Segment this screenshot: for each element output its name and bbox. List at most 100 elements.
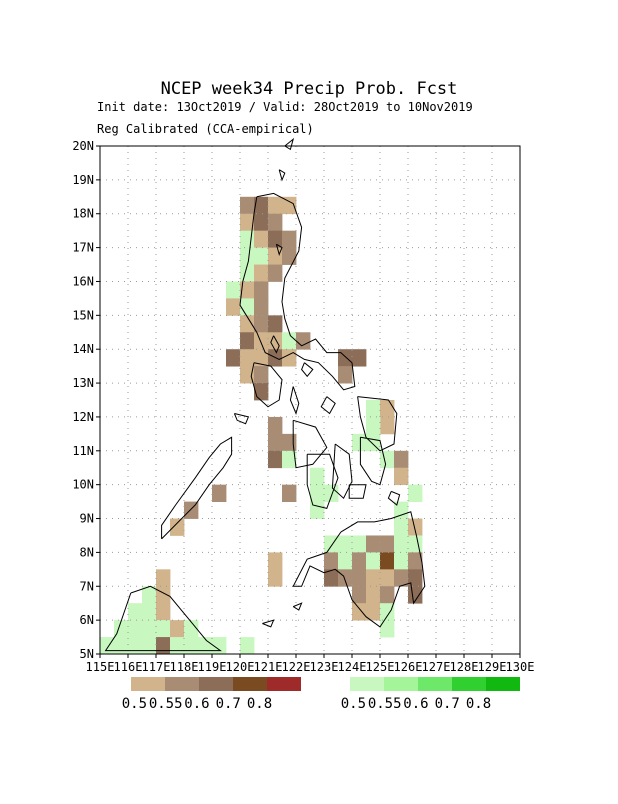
probability-cell — [380, 450, 395, 469]
lon-tick-label: 121E — [254, 660, 283, 674]
coastline — [292, 602, 303, 611]
probability-cell — [254, 281, 269, 299]
probability-cell — [268, 213, 283, 232]
legend-label: 0.7 — [216, 696, 241, 712]
legend-swatch — [165, 677, 199, 691]
legend-swatch — [131, 677, 165, 691]
lat-tick-label: 12N — [72, 410, 94, 424]
probability-cell — [408, 518, 423, 536]
probability-cell — [394, 535, 409, 553]
coastline — [161, 436, 233, 540]
probability-cell — [240, 230, 255, 248]
probability-cell — [142, 620, 157, 638]
probability-cell — [310, 467, 325, 486]
probability-cell — [310, 501, 325, 519]
probability-cell — [282, 247, 297, 265]
probability-cell — [184, 620, 199, 638]
legend-swatch — [452, 677, 486, 691]
probability-cell — [170, 620, 185, 638]
probability-cell — [394, 501, 409, 519]
lon-tick-label: 129E — [478, 660, 507, 674]
probability-cell — [324, 484, 339, 502]
probability-cell — [100, 637, 115, 655]
coastline — [239, 192, 356, 391]
coastline — [292, 511, 426, 628]
lon-tick-label: 120E — [226, 660, 255, 674]
lon-tick-label: 127E — [422, 660, 451, 674]
probability-cell — [240, 196, 255, 215]
legend-label: 0.55 — [368, 696, 402, 712]
coastlines — [104, 137, 426, 652]
latitude-tick-labels: 5N 6N 7N 8N 9N 10N 11N 12N 13N 14N 15N 16N 17N 18N 19N… — [72, 139, 100, 661]
coastline — [270, 335, 280, 354]
probability-cell — [366, 416, 381, 435]
map-title: NCEP week34 Precip Prob. Fcst — [161, 79, 458, 99]
legend-label: 0.8 — [247, 696, 272, 712]
probability-cell — [408, 484, 423, 502]
probability-cell — [352, 603, 367, 621]
probability-cell — [338, 349, 353, 367]
legend-label: 0.6 — [184, 696, 209, 712]
probability-cell — [380, 535, 395, 553]
lat-tick-label: 7N — [80, 579, 94, 593]
probability-cell — [352, 535, 367, 553]
probability-cell — [366, 400, 381, 418]
probability-cell — [352, 569, 367, 587]
probability-cell — [128, 620, 143, 638]
probability-cell — [240, 637, 255, 655]
legend-swatch — [267, 677, 301, 691]
coastline — [292, 419, 328, 469]
probability-cell — [408, 552, 423, 570]
coastline — [320, 396, 336, 415]
probability-cell — [128, 637, 143, 655]
probability-cell — [184, 637, 199, 655]
probability-cell — [282, 349, 297, 367]
legend-swatch — [384, 677, 418, 691]
probability-cell — [394, 569, 409, 587]
probability-cell — [254, 213, 269, 232]
lon-tick-label: 122E — [282, 660, 311, 674]
probability-cell — [268, 433, 283, 452]
legend-label: 0.8 — [466, 696, 491, 712]
probability-cell — [240, 349, 255, 367]
probability-cell — [324, 569, 339, 587]
probability-cell — [254, 366, 269, 384]
lon-tick-label: 125E — [366, 660, 395, 674]
lon-tick-label: 119E — [198, 660, 227, 674]
probability-cell — [268, 247, 283, 265]
probability-cell — [254, 247, 269, 265]
lat-tick-label: 10N — [72, 478, 94, 492]
probability-cell — [254, 383, 269, 401]
probability-cell — [114, 637, 129, 655]
probability-cell — [254, 264, 269, 282]
lat-tick-label: 8N — [80, 545, 94, 559]
probability-cell — [310, 484, 325, 502]
probability-cell — [226, 281, 241, 299]
probability-cell — [254, 230, 269, 248]
lat-tick-label: 14N — [72, 342, 94, 356]
coastline — [387, 490, 401, 506]
longitude-tick-labels: 115E 116E 117E 118E 119E 120E 121E 122E 123E 124E… — [86, 654, 534, 674]
probability-cell — [142, 637, 157, 655]
lon-tick-label: 128E — [450, 660, 479, 674]
probability-cell — [114, 620, 129, 638]
probability-cell — [268, 569, 283, 587]
probability-cell — [324, 552, 339, 570]
probability-cell — [128, 603, 143, 621]
probability-cell — [226, 298, 241, 316]
method-line: Reg Calibrated (CCA-empirical) — [97, 122, 314, 136]
probability-cell — [352, 433, 367, 452]
probability-cell — [366, 586, 381, 604]
lon-tick-label: 118E — [170, 660, 199, 674]
probability-cell — [254, 315, 269, 333]
probability-cell — [240, 247, 255, 265]
probability-cell — [240, 213, 255, 232]
probability-cell — [380, 569, 395, 587]
probability-cell — [156, 620, 171, 638]
probability-cell — [366, 603, 381, 621]
probability-cell — [338, 569, 353, 587]
probability-cell — [324, 535, 339, 553]
probability-cell — [380, 552, 395, 570]
probability-cell — [212, 484, 227, 502]
probability-cell — [408, 569, 423, 587]
